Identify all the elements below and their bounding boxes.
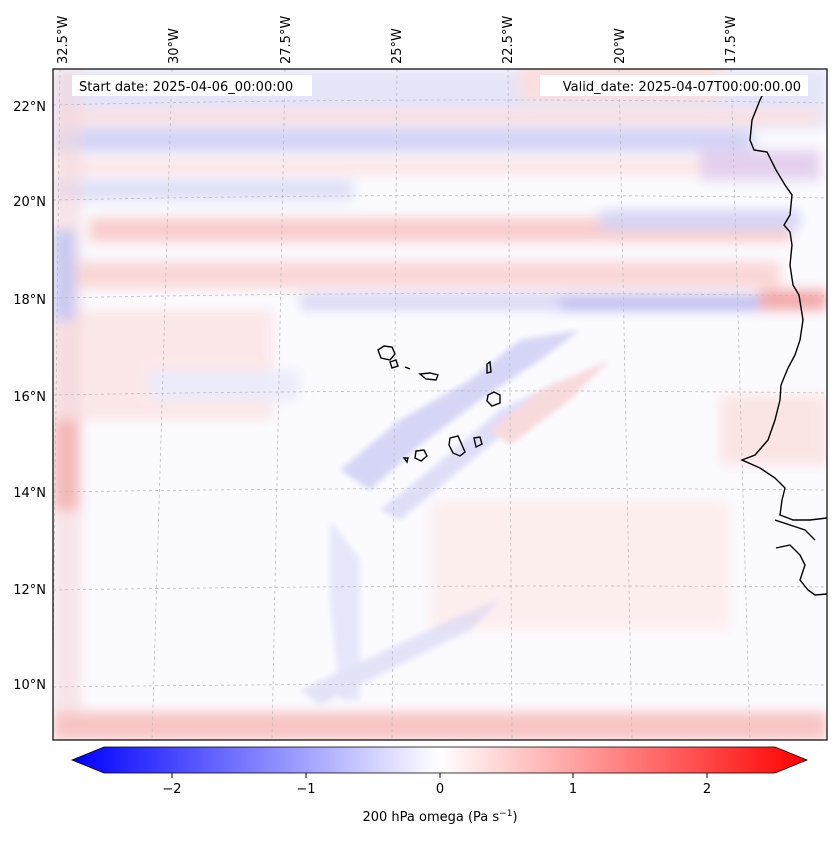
island-sal: [486, 360, 492, 374]
lon-label: 17.5°W: [724, 16, 739, 64]
colorbar-tick: −1: [296, 782, 315, 797]
omega-field: [53, 69, 827, 740]
lat-label: 18°N: [13, 293, 46, 308]
lat-label: 22°N: [13, 100, 46, 115]
colorbar-label-main: 200 hPa omega (Pa s: [362, 810, 499, 825]
lat-label: 20°N: [13, 195, 46, 210]
lat-label: 16°N: [13, 390, 46, 405]
colorbar-bar: [70, 746, 809, 774]
start-date-box: [72, 75, 312, 96]
island-maio: [473, 436, 483, 449]
lat-label: 10°N: [13, 678, 46, 693]
lon-label: 25°W: [390, 28, 405, 64]
map-frame: [52, 68, 828, 741]
coastline: [740, 79, 827, 596]
colorbar: −2 −1 0 1 2 200 hPa omega (Pa s−1): [70, 746, 809, 825]
start-date-label: Start date: 2025-04-06_00:00:00: [79, 80, 293, 95]
island-santiago: [448, 435, 466, 457]
graticule: [53, 69, 827, 740]
lon-label: 32.5°W: [56, 16, 71, 64]
lon-label: 30°W: [167, 28, 182, 64]
colorbar-tick: −2: [162, 782, 181, 797]
latitude-labels: 22°N 20°N 18°N 16°N 14°N 12°N 10°N: [13, 100, 46, 693]
islands: [377, 345, 501, 464]
valid-date-label: Valid_date: 2025-04-07T00:00:00.00: [563, 80, 801, 95]
lat-label: 12°N: [13, 583, 46, 598]
lat-label: 14°N: [13, 486, 46, 501]
island-sao-vicente: [389, 359, 399, 369]
island-santo-antao: [377, 345, 396, 361]
colorbar-label-end: ): [512, 810, 517, 825]
longitude-labels: 32.5°W 30°W 27.5°W 25°W 22.5°W 20°W 17.5…: [56, 16, 739, 64]
colorbar-tick: 0: [436, 782, 444, 797]
island-sao-nicolau: [418, 372, 439, 381]
lon-label: 20°W: [613, 28, 628, 64]
colorbar-label: 200 hPa omega (Pa s−1): [362, 809, 517, 825]
island-boa-vista: [486, 391, 501, 407]
lon-label: 22.5°W: [501, 16, 516, 64]
valid-date-box: [540, 75, 808, 96]
island-santa-luzia: [404, 366, 411, 370]
colorbar-label-sup: −1: [499, 809, 512, 819]
island-fogo: [414, 449, 428, 462]
colorbar-tick: 1: [569, 782, 577, 797]
lon-label: 27.5°W: [279, 16, 294, 64]
island-brava: [402, 457, 409, 464]
colorbar-tick: 2: [703, 782, 711, 797]
